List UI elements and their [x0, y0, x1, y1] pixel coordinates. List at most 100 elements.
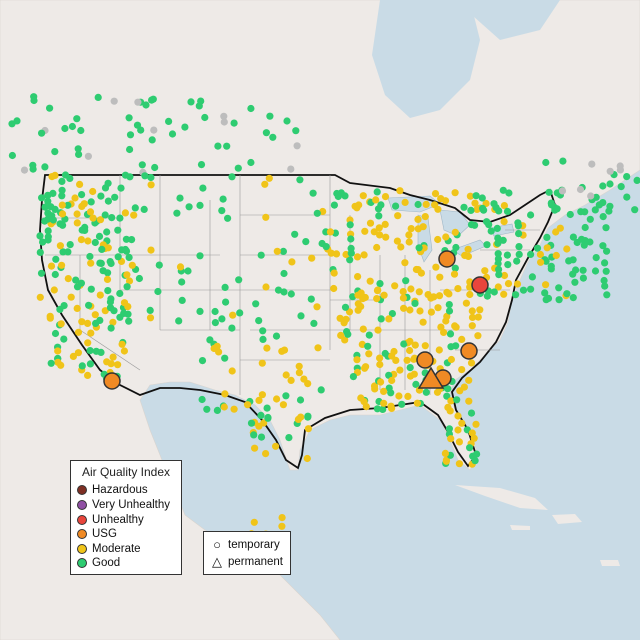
station-dot [196, 307, 204, 315]
station-dot [374, 326, 382, 334]
station-dot [116, 289, 124, 298]
station-dot [109, 318, 117, 326]
station-dot [76, 180, 84, 188]
station-dot [373, 188, 381, 196]
station-dot [51, 205, 59, 213]
station-dot [581, 223, 589, 232]
station-dot [77, 279, 85, 287]
station-dot [39, 238, 47, 246]
legend-title: Air Quality Index [81, 465, 171, 479]
station-dot [44, 233, 52, 241]
station-dot [168, 130, 177, 138]
station-dot [96, 291, 104, 299]
station-dot [262, 450, 270, 458]
station-dot [266, 112, 274, 120]
station-dot [373, 405, 381, 413]
station-dot [8, 120, 16, 128]
shape-legend: ○ temporary △ permanent [203, 531, 291, 575]
station-dot [364, 342, 372, 350]
station-dot [37, 269, 46, 277]
station-dot [494, 250, 502, 258]
station-dot [435, 292, 444, 300]
station-dot [121, 171, 130, 179]
station-dot [490, 200, 498, 208]
good-swatch [77, 558, 87, 568]
station-dot [228, 173, 236, 181]
station-dot [553, 205, 561, 213]
station-dot [58, 177, 66, 185]
station-dot [483, 241, 491, 249]
station-dot [185, 203, 193, 211]
station-dot [258, 359, 266, 367]
usg-permanent-station-marker [417, 366, 445, 389]
station-dot [413, 399, 421, 407]
station-dot [397, 243, 405, 251]
triangle-icon: △ [212, 554, 222, 569]
station-dot [133, 121, 142, 129]
highlighted-stations[interactable] [103, 250, 489, 390]
station-dot [382, 233, 390, 241]
station-dot [255, 396, 263, 404]
station-dot [552, 251, 560, 260]
station-dot [465, 376, 473, 384]
station-dot [499, 186, 507, 194]
station-dot [407, 225, 415, 233]
station-dot [494, 283, 502, 291]
station-dot [56, 220, 64, 228]
station-dot [175, 317, 183, 325]
station-dot [317, 386, 325, 394]
station-dot [437, 323, 445, 331]
station-dot [120, 299, 129, 307]
station-dot [244, 401, 252, 409]
station-dot [198, 395, 206, 404]
station-dot [555, 284, 563, 292]
station-dot [346, 256, 354, 264]
station-dot [262, 129, 270, 137]
station-dot [151, 163, 159, 172]
station-dot [84, 237, 92, 245]
station-dot [285, 434, 293, 442]
station-dot [85, 301, 93, 309]
station-dot [334, 192, 342, 201]
station-dot [536, 250, 545, 259]
station-dot [8, 151, 16, 160]
legend-item-temporary: ○ temporary [210, 538, 280, 552]
station-dot [46, 104, 54, 112]
unhealthy-swatch [77, 515, 87, 525]
station-dot [354, 300, 362, 308]
station-dot [73, 115, 81, 123]
station-dot [46, 314, 54, 322]
station-dot [30, 96, 38, 105]
station-dot [304, 412, 312, 420]
station-dot [125, 317, 133, 325]
station-dot [250, 518, 258, 526]
station-dot [542, 158, 550, 167]
station-dot [471, 457, 479, 465]
station-dot [472, 420, 480, 428]
station-dot [381, 349, 389, 358]
station-dot [259, 335, 267, 343]
station-dot [196, 252, 204, 260]
station-dot [578, 235, 586, 243]
station-dot [146, 306, 154, 314]
station-dot [455, 438, 463, 446]
station-dot [467, 221, 476, 229]
station-dot [48, 173, 56, 181]
station-dot [214, 142, 222, 150]
station-dot [500, 271, 509, 280]
station-dot [229, 311, 237, 319]
station-dot [376, 231, 384, 239]
station-dot [434, 235, 442, 244]
station-dot [309, 189, 317, 197]
station-dot [295, 369, 303, 377]
station-dot [446, 407, 454, 415]
station-dot [125, 277, 134, 285]
station-dot [96, 259, 104, 267]
station-dot [36, 232, 44, 240]
station-dot [406, 306, 414, 314]
station-dot [394, 212, 402, 220]
station-dot [606, 167, 614, 175]
station-dot [451, 189, 459, 197]
station-dot [402, 277, 410, 285]
station-dot [354, 273, 362, 281]
